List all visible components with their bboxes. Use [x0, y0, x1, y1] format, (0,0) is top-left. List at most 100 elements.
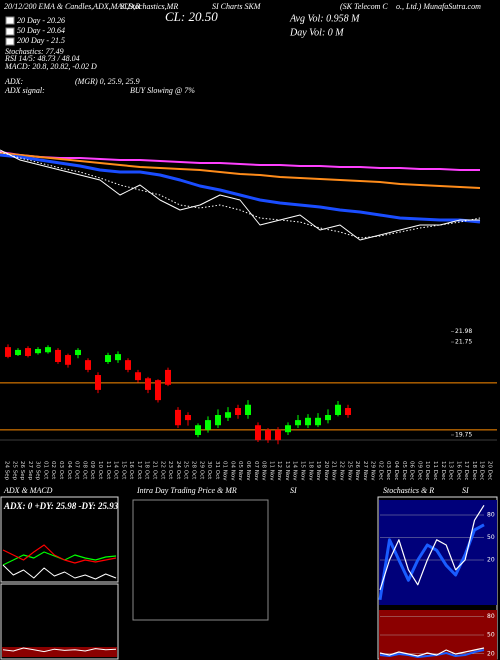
candle-body	[75, 349, 81, 356]
panel-label: ADX: 0 +DY: 25.98 -DY: 25.93	[3, 501, 119, 511]
x-tick-label: 27 Sep	[27, 461, 33, 481]
close-price: CL: 20.50	[165, 9, 218, 24]
y-tick-label: 80	[487, 512, 495, 519]
candle-body	[135, 372, 141, 381]
x-tick-label: 23 Oct	[167, 461, 173, 480]
x-tick-label: 12 Dec	[440, 461, 446, 480]
x-tick-label: 20 Nov	[323, 461, 329, 481]
candle-body	[185, 414, 191, 421]
x-tick-label: 07 Oct	[74, 461, 80, 480]
x-tick-label: 10 Oct	[97, 461, 103, 480]
x-tick-label: 26 Sep	[19, 461, 25, 481]
x-tick-label: 30 Oct	[206, 461, 212, 480]
x-tick-label: 30 Sep	[35, 461, 41, 481]
legend-swatch	[5, 16, 15, 25]
panel-frame	[0, 496, 119, 583]
candle-body	[345, 408, 351, 415]
candle-body	[55, 349, 61, 363]
candle-body	[65, 355, 71, 365]
panel-title2: SI	[462, 486, 469, 495]
title-part: (SK Telecom C	[340, 2, 388, 11]
candle-body	[155, 380, 161, 401]
x-tick-label: 11 Nov	[268, 461, 274, 481]
x-tick-label: 25 Sep	[11, 461, 17, 481]
candle-body	[85, 360, 91, 370]
x-tick-label: 13 Nov	[284, 461, 290, 481]
candle-body	[325, 414, 331, 421]
x-tick-label: 11 Dec	[432, 461, 438, 480]
x-tick-label: 25 Oct	[183, 461, 189, 480]
x-tick-label: 10 Dec	[424, 461, 430, 480]
line-series	[2, 544, 117, 564]
day-volume: Day Vol: 0 M	[289, 27, 344, 38]
x-tick-label: 08 Oct	[81, 461, 87, 480]
title-part: SI,Stochastics,MR	[120, 2, 178, 11]
x-tick-label: 18 Oct	[144, 461, 150, 480]
x-tick-label: 02 Dec	[377, 461, 383, 480]
candle-body	[225, 412, 231, 418]
candle-body	[245, 404, 251, 415]
y-tick-label: 21.75	[455, 339, 472, 346]
candle-body	[35, 348, 41, 354]
title-part: 20/12/200 EMA & Candles,ADX,MACD,R	[4, 2, 140, 11]
line-series	[0, 151, 481, 239]
x-tick-label: 07 Nov	[253, 461, 259, 481]
x-tick-label: 05 Dec	[401, 461, 407, 480]
y-tick-label: 19.75	[455, 431, 472, 438]
line-series	[379, 649, 485, 658]
x-tick-label: 21 Nov	[331, 461, 337, 481]
line-series	[378, 523, 485, 601]
candle-body	[215, 414, 221, 426]
x-tick-label: 24 Sep	[4, 461, 10, 481]
x-tick-label: 17 Oct	[136, 461, 142, 480]
candle-body	[45, 347, 51, 353]
x-tick-label: 29 Nov	[370, 461, 376, 481]
candle-body	[15, 349, 21, 356]
legend-item: 200 Day - 21.5	[17, 36, 65, 45]
x-tick-label: 29 Oct	[198, 461, 204, 480]
legend-item: Stochastics: 77.49	[5, 47, 64, 56]
adx-signal-value: BUY Slowing @ 7%	[130, 86, 195, 95]
x-tick-label: 15 Oct	[120, 461, 126, 480]
line-series	[0, 151, 480, 171]
panel-title: ADX & MACD	[3, 486, 53, 495]
line-series	[0, 152, 481, 189]
line-series	[0, 149, 480, 241]
panel-title: Intra Day Trading Price & MR	[136, 486, 237, 495]
candle-body	[315, 417, 321, 426]
adx-label: ADX:	[4, 77, 24, 86]
candle-body	[125, 360, 131, 370]
x-tick-label: 04 Dec	[393, 461, 399, 480]
x-tick-label: 14 Nov	[292, 461, 298, 481]
legend-item: 50 Day - 20.64	[17, 26, 65, 35]
candle-body	[255, 425, 261, 441]
adx-value: (MGR) 0, 25.9, 25.9	[75, 77, 140, 86]
x-tick-label: 25 Nov	[346, 461, 352, 481]
macd-band	[2, 647, 117, 657]
x-tick-label: 05 Nov	[237, 461, 243, 481]
x-tick-label: 19 Nov	[315, 461, 321, 481]
x-tick-label: 31 Oct	[214, 461, 220, 480]
x-tick-label: 04 Nov	[229, 461, 235, 481]
candle-body	[295, 420, 301, 426]
x-tick-label: 26 Nov	[354, 461, 360, 481]
y-tick-label: 20	[487, 650, 495, 657]
adx-signal-label: ADX signal:	[4, 86, 45, 95]
candle-body	[265, 429, 271, 441]
y-tick-label: 50	[487, 534, 495, 541]
y-tick-label: 20	[487, 557, 495, 564]
x-tick-label: 08 Nov	[261, 461, 267, 481]
x-tick-label: 09 Dec	[416, 461, 422, 480]
x-tick-label: 02 Oct	[50, 461, 56, 480]
candle-body	[105, 355, 111, 363]
x-tick-label: 09 Oct	[89, 461, 95, 480]
y-tick-label: 80	[487, 613, 495, 620]
candle-body	[285, 425, 291, 433]
candle-body	[25, 348, 31, 356]
x-tick-label: 21 Oct	[152, 461, 158, 480]
panel-title2: SI	[290, 486, 297, 495]
candle-body	[305, 417, 311, 426]
line-series	[379, 504, 485, 591]
